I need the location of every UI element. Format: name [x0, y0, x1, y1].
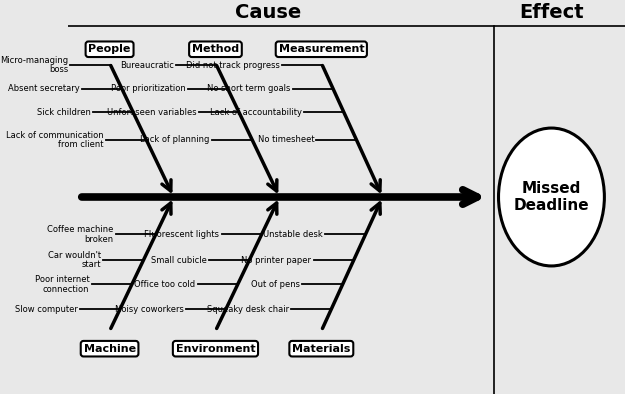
Text: Poor prioritization: Poor prioritization: [111, 84, 186, 93]
Text: Machine: Machine: [84, 344, 136, 354]
Text: Environment: Environment: [176, 344, 255, 354]
Text: Out of pens: Out of pens: [251, 280, 300, 289]
Text: Coffee machine
broken: Coffee machine broken: [47, 225, 113, 244]
Text: Lack of planning: Lack of planning: [141, 136, 210, 144]
Text: Sick children: Sick children: [37, 108, 91, 117]
Text: Absent secretary: Absent secretary: [8, 84, 79, 93]
Text: Method: Method: [192, 44, 239, 54]
Text: Lack of accountability: Lack of accountability: [209, 108, 301, 117]
Text: No printer paper: No printer paper: [241, 256, 311, 264]
Text: Lack of communication
from client: Lack of communication from client: [6, 130, 104, 149]
Text: Materials: Materials: [292, 344, 351, 354]
Text: No timesheet: No timesheet: [258, 136, 314, 144]
Text: Slow computer: Slow computer: [15, 305, 78, 314]
Text: Missed
Deadline: Missed Deadline: [514, 181, 589, 213]
Text: Noisy coworkers: Noisy coworkers: [114, 305, 184, 314]
Text: Unforeseen variables: Unforeseen variables: [107, 108, 197, 117]
Text: Poor internet
connection: Poor internet connection: [35, 275, 89, 294]
Ellipse shape: [499, 128, 604, 266]
Text: Bureaucratic: Bureaucratic: [120, 61, 174, 69]
Text: Unstable desk: Unstable desk: [263, 230, 323, 239]
Text: Car wouldn't
start: Car wouldn't start: [48, 251, 101, 269]
Text: Measurement: Measurement: [279, 44, 364, 54]
Text: Did not track progress: Did not track progress: [186, 61, 280, 69]
Text: Cause: Cause: [235, 3, 301, 22]
Text: Office too cold: Office too cold: [134, 280, 196, 289]
Text: Fluorescent lights: Fluorescent lights: [144, 230, 219, 239]
Text: No short term goals: No short term goals: [208, 84, 291, 93]
Text: Squeaky desk chair: Squeaky desk chair: [207, 305, 289, 314]
Text: Effect: Effect: [519, 3, 584, 22]
Text: Small cubicle: Small cubicle: [151, 256, 207, 264]
Text: Micro-managing
boss: Micro-managing boss: [0, 56, 68, 74]
Text: People: People: [88, 44, 131, 54]
